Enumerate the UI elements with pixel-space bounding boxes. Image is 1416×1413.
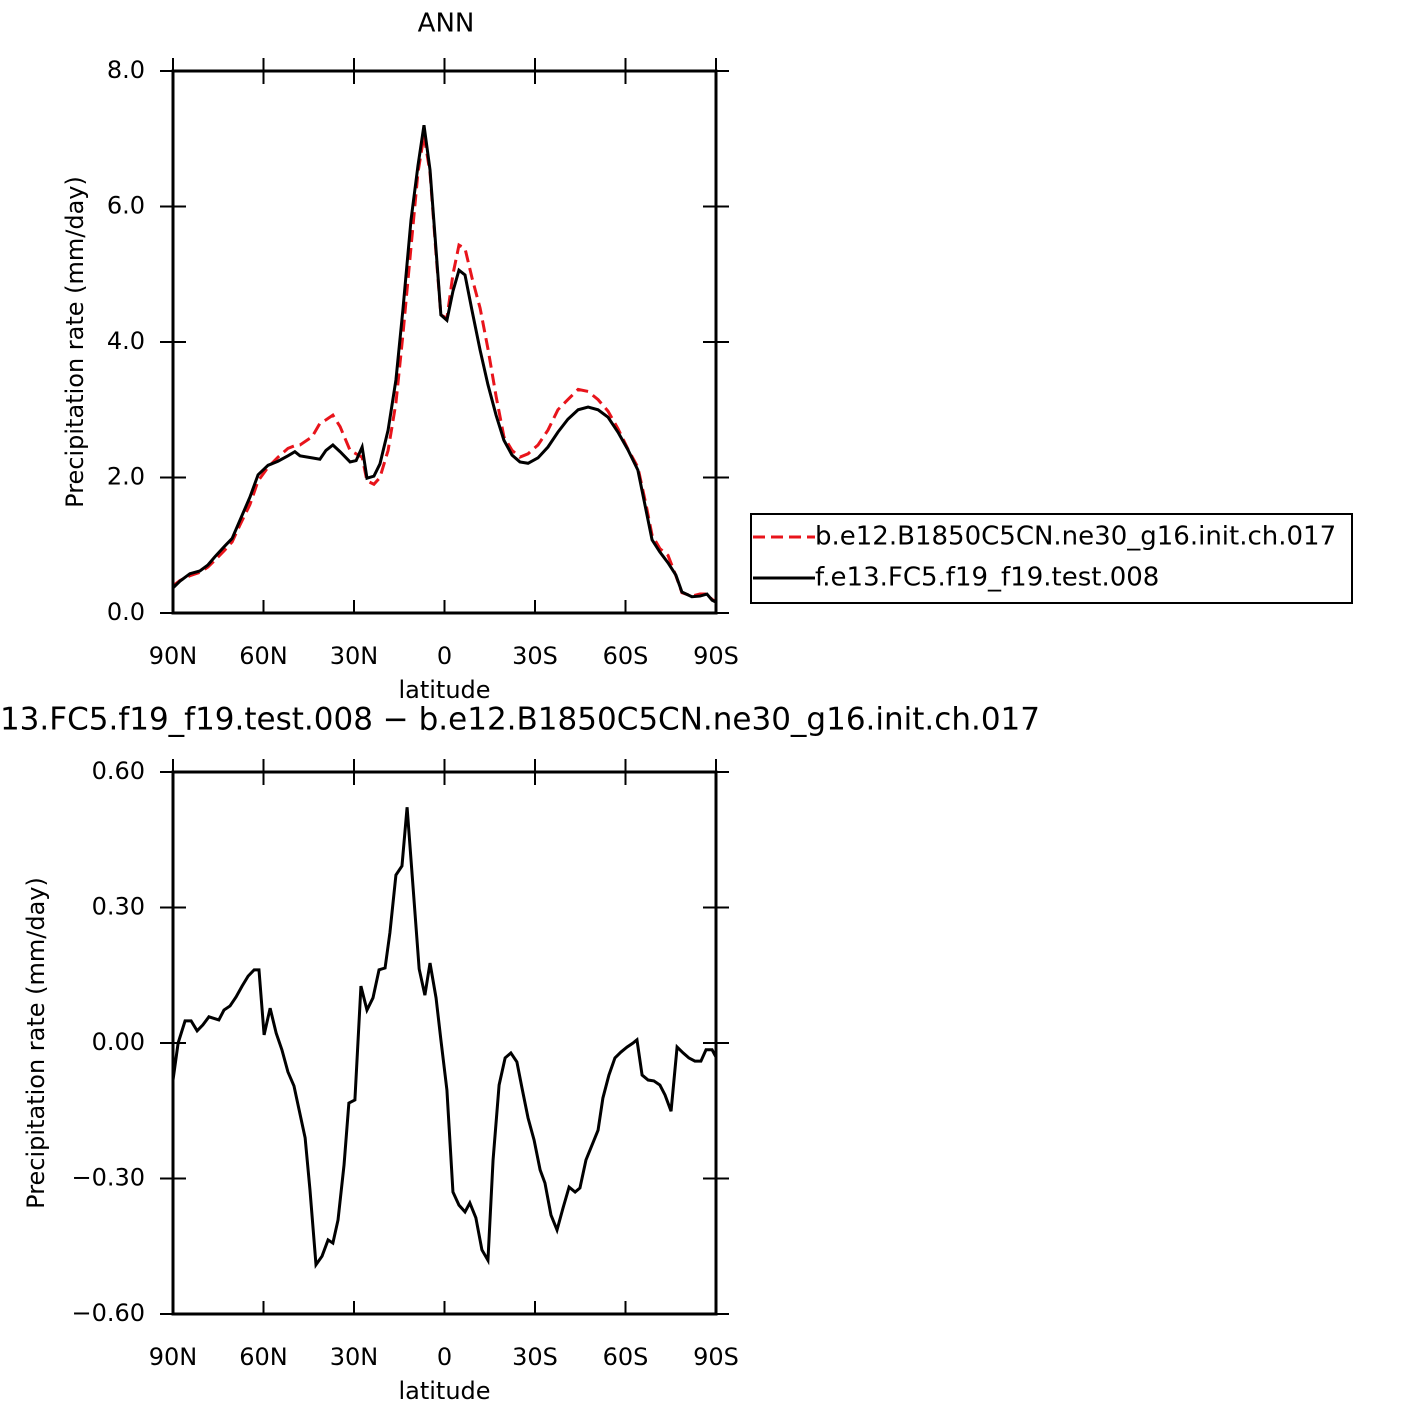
y-tick-label: 8.0	[107, 56, 145, 84]
x-tick-label: 30S	[512, 642, 558, 670]
x-tick-label: 30N	[330, 1343, 379, 1371]
y-tick-label: 0.0	[107, 598, 145, 626]
x-tick-label: 0	[437, 642, 452, 670]
x-axis-label: latitude	[398, 1377, 490, 1405]
data-line	[171, 807, 718, 1270]
chart-title: f.e13.FC5.f19_f19.test.008 − b.e12.B1850…	[0, 702, 1040, 738]
y-tick-label: −0.30	[71, 1164, 145, 1192]
y-tick-label: 0.60	[92, 757, 145, 785]
legend-label: f.e13.FC5.f19_f19.test.008	[815, 563, 1159, 593]
x-tick-label: 60S	[603, 642, 649, 670]
y-axis-label: Precipitation rate (mm/day)	[61, 176, 89, 508]
x-tick-label: 30N	[330, 642, 379, 670]
x-tick-label: 90S	[693, 1343, 739, 1371]
x-tick-label: 90S	[693, 642, 739, 670]
y-tick-label: 2.0	[107, 463, 145, 491]
x-tick-label: 30S	[512, 1343, 558, 1371]
data-line	[172, 135, 717, 603]
x-tick-label: 60N	[239, 1343, 288, 1371]
x-tick-label: 0	[437, 1343, 452, 1371]
y-tick-label: 6.0	[107, 192, 145, 220]
x-tick-label: 90N	[149, 642, 198, 670]
legend-box	[750, 513, 1353, 604]
x-tick-label: 90N	[149, 1343, 198, 1371]
y-tick-label: 0.00	[92, 1028, 145, 1056]
y-tick-label: 4.0	[107, 327, 145, 355]
data-line	[171, 124, 717, 604]
plot-frame	[171, 69, 718, 615]
x-tick-label: 60N	[239, 642, 288, 670]
y-tick-label: 0.30	[92, 893, 145, 921]
x-axis-label: latitude	[398, 676, 490, 704]
plot-frame	[171, 770, 718, 1316]
legend-label: b.e12.B1850C5CN.ne30_g16.init.ch.017	[815, 522, 1336, 552]
chart-title: ANN	[418, 9, 475, 39]
x-tick-label: 60S	[603, 1343, 649, 1371]
y-tick-label: −0.60	[71, 1299, 145, 1327]
y-axis-label: Precipitation rate (mm/day)	[22, 877, 50, 1209]
